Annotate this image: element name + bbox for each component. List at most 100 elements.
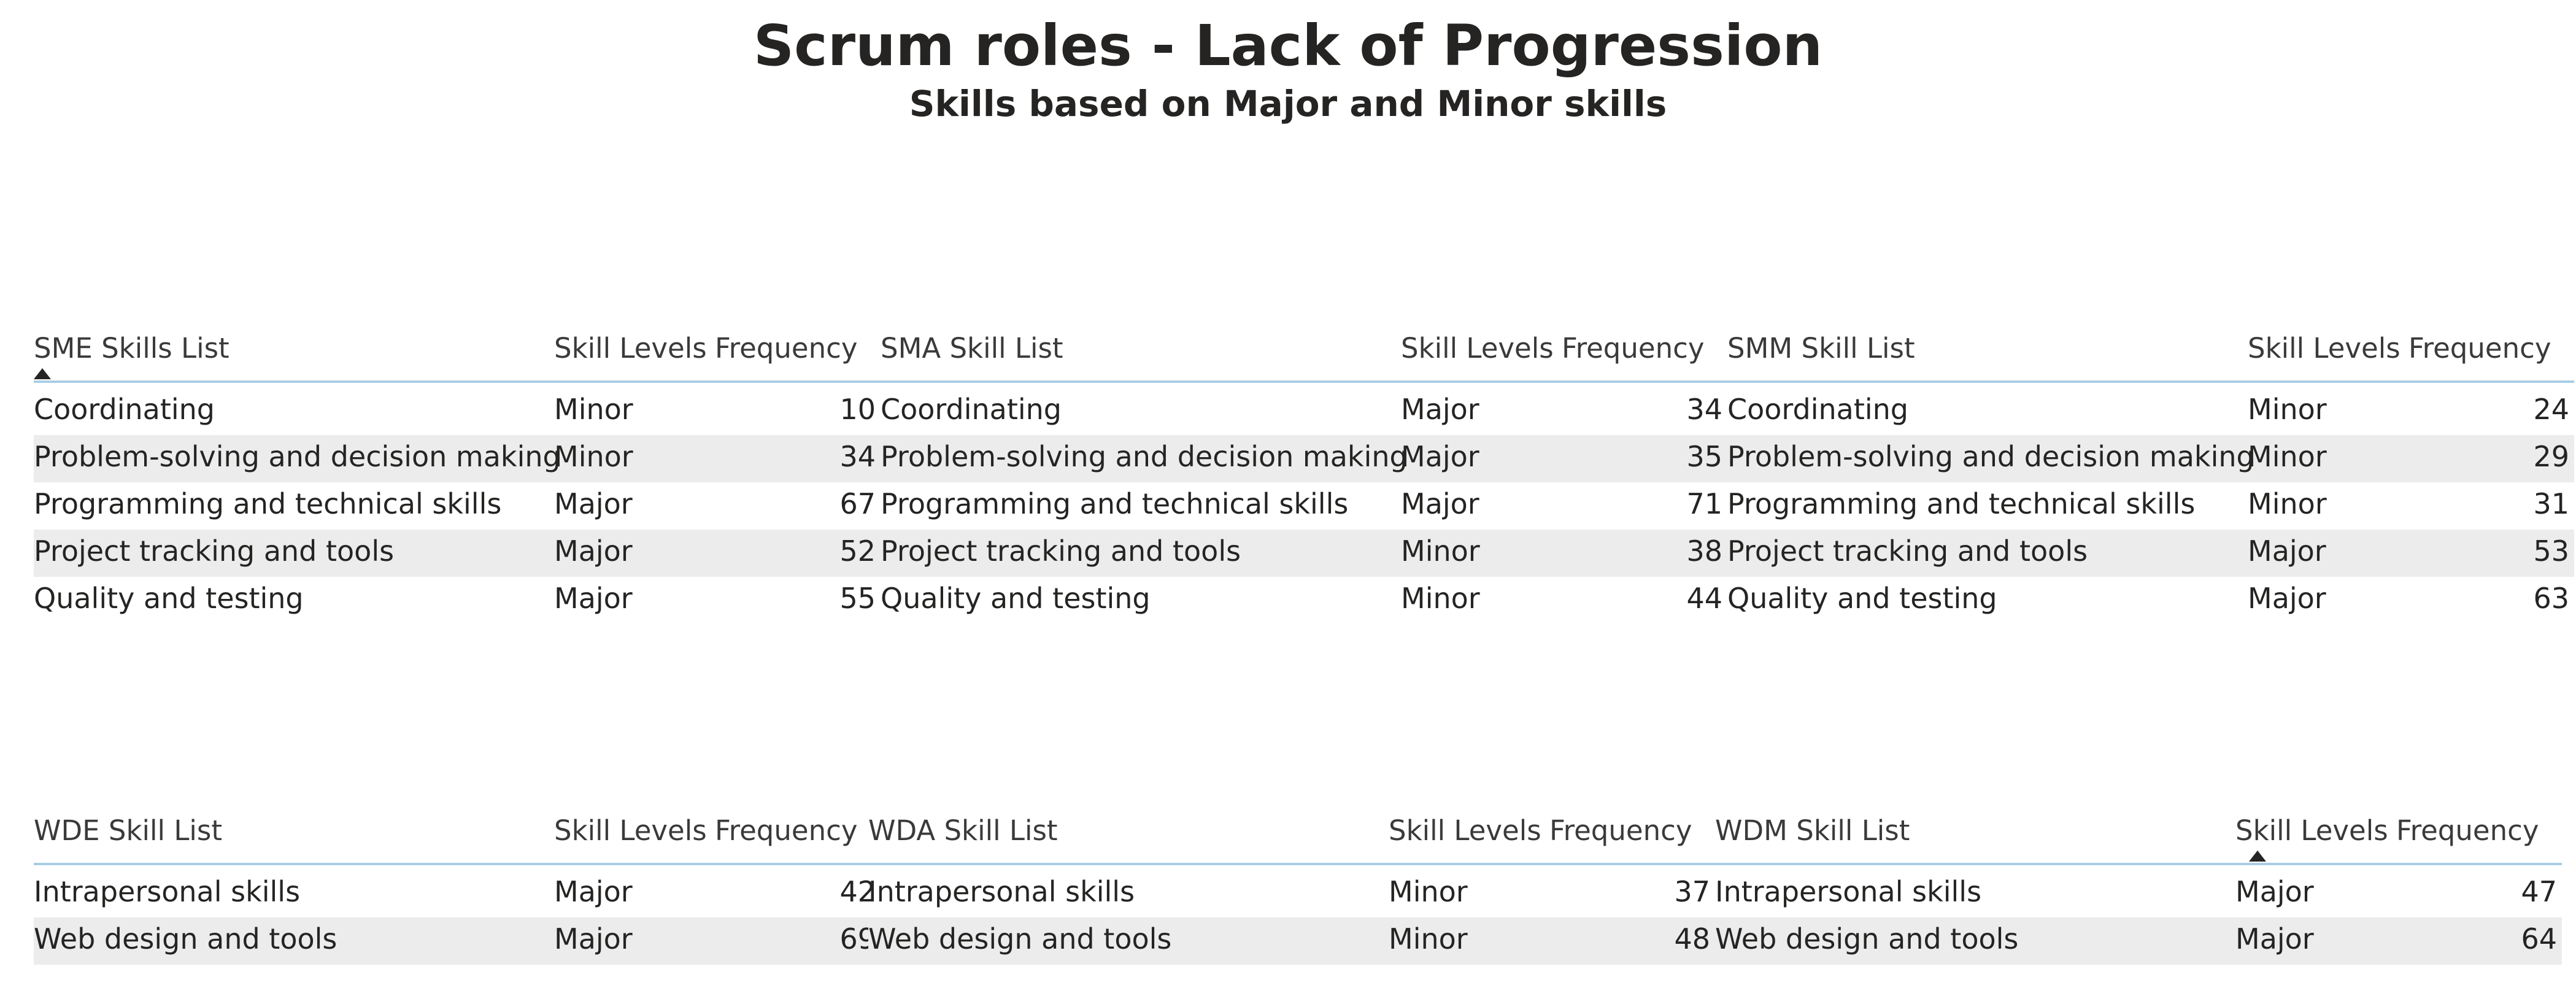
table-row[interactable]: Programming and technical skills Minor 31 [1727,482,2574,530]
table-row[interactable]: Project tracking and tools Minor 38 [881,530,1727,577]
table-row[interactable]: Coordinating Major 34 [881,388,1727,435]
skill-name-cell: Programming and technical skills [34,487,502,520]
sma-skills-table: SMA Skill List Skill Levels Frequency Coord… [881,325,1727,624]
frequency-cell: 67 [839,487,876,520]
table-row[interactable]: Web design and tools Minor 48 [868,917,1715,965]
skill-list-header[interactable]: SME Skills List [34,332,229,365]
table-row[interactable]: Intrapersonal skills Minor 37 [868,870,1715,917]
table-row[interactable]: Problem-solving and decision making Minor… [34,435,881,482]
table-body: Coordinating Major 34 Problem-solving and d… [881,388,1727,624]
table-header-row: WDE Skill List Skill Levels Frequency [34,808,881,865]
frequency-cell: 64 [2521,922,2557,955]
frequency-cell: 69 [839,922,876,955]
skill-level-cell: Major [554,922,633,955]
skill-name-cell: Problem-solving and decision making [1727,440,2254,473]
table-row[interactable]: Quality and testing Minor 44 [881,577,1727,624]
skill-name-cell: Coordinating [34,393,215,426]
skill-levels-header[interactable]: Skill Levels [554,332,707,365]
skill-name-cell: Project tracking and tools [34,534,395,568]
frequency-cell: 55 [839,582,876,615]
page-title: Scrum roles - Lack of Progression [753,13,1823,79]
frequency-cell: 52 [839,534,876,568]
skill-level-cell: Major [554,875,633,908]
skill-name-cell: Programming and technical skills [1727,487,2196,520]
skill-name-cell: Project tracking and tools [1727,534,2088,568]
skill-name-cell: Intrapersonal skills [868,875,1135,908]
table-body: Coordinating Minor 24 Problem-solving and d… [1727,388,2574,624]
skill-level-cell: Major [2248,582,2326,615]
frequency-cell: 31 [2533,487,2569,520]
skill-level-cell: Minor [2248,487,2327,520]
skill-list-header[interactable]: WDE Skill List [34,814,222,847]
skill-level-cell: Minor [2248,440,2327,473]
frequency-cell: 34 [1686,393,1722,426]
wdm-skills-table: WDM Skill List Skill Levels Frequency Intra… [1715,808,2562,965]
skill-level-cell: Major [2235,875,2314,908]
skill-level-cell: Major [1401,487,1479,520]
skill-name-cell: Intrapersonal skills [1715,875,1982,908]
frequency-header[interactable]: Frequency [1562,332,1705,365]
frequency-header[interactable]: Frequency [715,332,858,365]
skill-level-cell: Major [1401,393,1479,426]
frequency-header[interactable]: Frequency [715,814,858,847]
table-row[interactable]: Quality and testing Major 55 [34,577,881,624]
skill-level-cell: Minor [2248,393,2327,426]
skill-level-cell: Major [2248,534,2326,568]
skill-levels-header[interactable]: Skill Levels [1389,814,1541,847]
skill-name-cell: Project tracking and tools [881,534,1241,568]
skill-level-cell: Minor [1401,582,1480,615]
skill-list-header[interactable]: SMM Skill List [1727,332,1915,365]
skill-level-cell: Major [1401,440,1479,473]
skill-list-header[interactable]: SMA Skill List [881,332,1063,365]
wde-skills-table: WDE Skill List Skill Levels Frequency Intra… [34,808,881,965]
frequency-cell: 37 [1674,875,1710,908]
table-row[interactable]: Programming and technical skills Major 71 [881,482,1727,530]
skill-levels-header[interactable]: Skill Levels [554,814,707,847]
frequency-header[interactable]: Frequency [2408,332,2551,365]
table-row[interactable]: Programming and technical skills Major 67 [34,482,881,530]
table-row[interactable]: Web design and tools Major 69 [34,917,881,965]
skill-levels-header[interactable]: Skill Levels [1401,332,1554,365]
skill-list-header[interactable]: WDA Skill List [868,814,1058,847]
table-row[interactable]: Coordinating Minor 10 [34,388,881,435]
frequency-cell: 53 [2533,534,2569,568]
frequency-cell: 63 [2533,582,2569,615]
table-row[interactable]: Quality and testing Major 63 [1727,577,2574,624]
sort-ascending-icon[interactable] [34,368,51,379]
table-row[interactable]: Intrapersonal skills Major 47 [1715,870,2562,917]
frequency-header[interactable]: Frequency [2396,814,2539,847]
skill-name-cell: Web design and tools [1715,922,2019,955]
table-row[interactable]: Coordinating Minor 24 [1727,388,2574,435]
table-row[interactable]: Web design and tools Major 64 [1715,917,2562,965]
smm-skills-table: SMM Skill List Skill Levels Frequency Coord… [1727,325,2574,624]
skill-list-header[interactable]: WDM Skill List [1715,814,1910,847]
table-body: Coordinating Minor 10 Problem-solving and d… [34,388,881,624]
table-body: Intrapersonal skills Minor 37 Web design an… [868,870,1715,965]
table-row[interactable]: Project tracking and tools Major 53 [1727,530,2574,577]
skill-level-cell: Minor [554,440,633,473]
table-row[interactable]: Problem-solving and decision making Minor… [1727,435,2574,482]
skill-name-cell: Programming and technical skills [881,487,1349,520]
table-row[interactable]: Intrapersonal skills Major 42 [34,870,881,917]
skill-name-cell: Problem-solving and decision making [881,440,1408,473]
skill-name-cell: Intrapersonal skills [34,875,301,908]
table-header-row: WDM Skill List Skill Levels Frequency [1715,808,2562,865]
table-body: Intrapersonal skills Major 47 Web design an… [1715,870,2562,965]
skill-level-cell: Minor [554,393,633,426]
frequency-cell: 47 [2521,875,2557,908]
skill-level-cell: Major [2235,922,2314,955]
sort-ascending-icon[interactable] [2249,851,2266,862]
table-row[interactable]: Problem-solving and decision making Major… [881,435,1727,482]
table-header-row: SMM Skill List Skill Levels Frequency [1727,325,2574,383]
table-row[interactable]: Project tracking and tools Major 52 [34,530,881,577]
frequency-cell: 24 [2533,393,2569,426]
skill-levels-header[interactable]: Skill Levels [2248,332,2401,365]
skill-levels-header[interactable]: Skill Levels [2235,814,2388,847]
frequency-header[interactable]: Frequency [1549,814,1692,847]
skill-level-cell: Major [554,487,633,520]
skill-name-cell: Coordinating [881,393,1062,426]
frequency-cell: 48 [1674,922,1710,955]
table-header-row: WDA Skill List Skill Levels Frequency [868,808,1715,865]
frequency-cell: 44 [1686,582,1722,615]
page-subtitle: Skills based on Major and Minor skills [909,83,1667,125]
